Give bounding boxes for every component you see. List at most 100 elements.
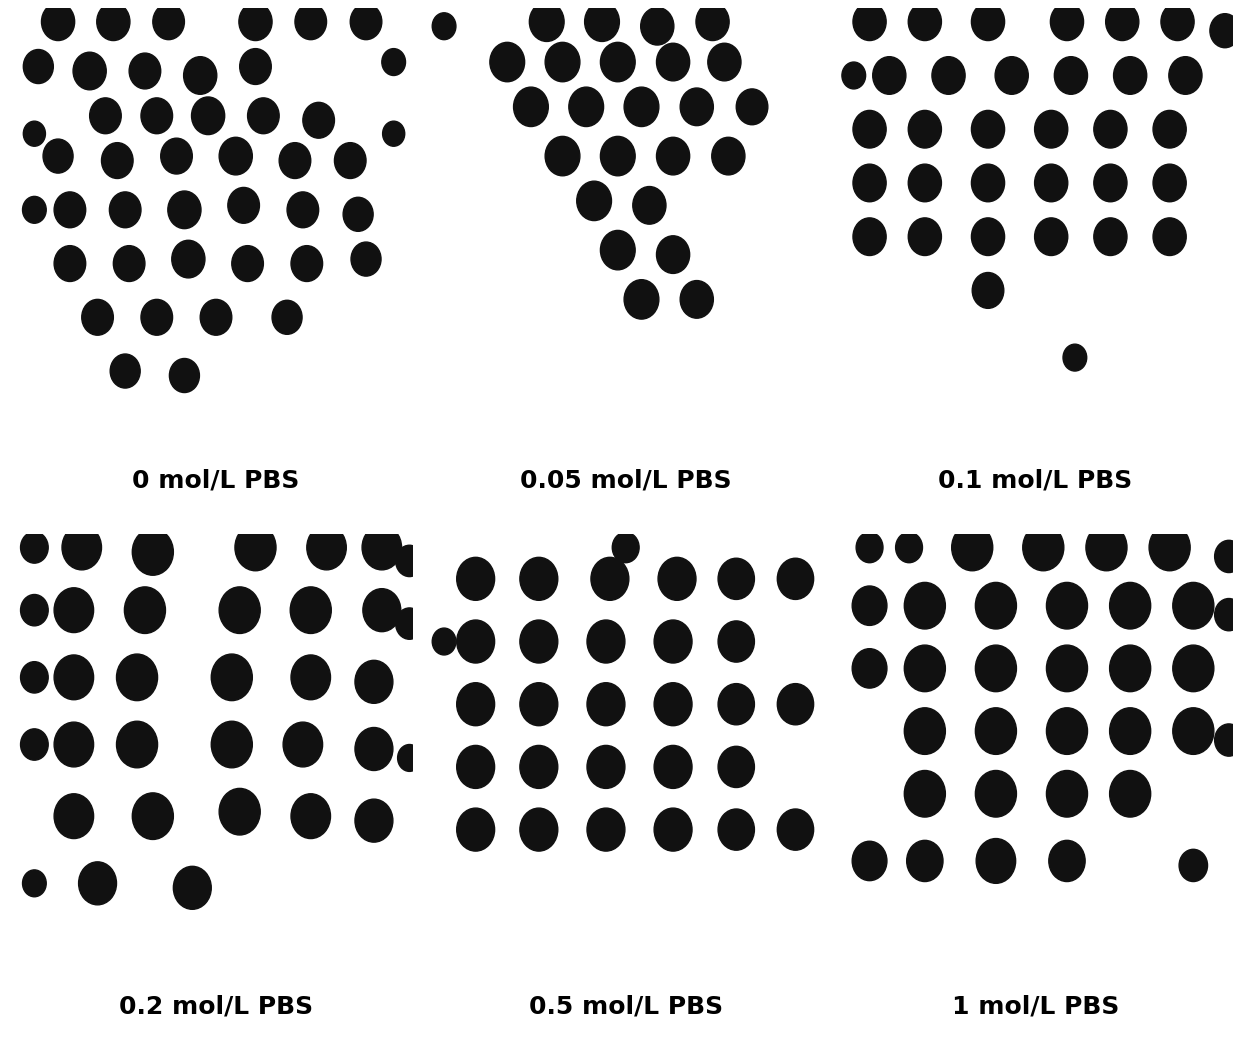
Circle shape <box>719 684 755 725</box>
Circle shape <box>777 558 814 600</box>
Circle shape <box>489 43 524 82</box>
Circle shape <box>432 629 456 655</box>
Circle shape <box>1047 645 1088 692</box>
Circle shape <box>22 870 46 897</box>
Circle shape <box>24 50 53 83</box>
Circle shape <box>273 300 302 335</box>
Circle shape <box>1211 14 1239 48</box>
Circle shape <box>657 137 690 175</box>
Circle shape <box>395 545 424 577</box>
Circle shape <box>82 299 113 336</box>
Circle shape <box>78 861 116 905</box>
Circle shape <box>658 557 696 601</box>
Circle shape <box>971 164 1005 202</box>
Circle shape <box>141 98 172 134</box>
Circle shape <box>1035 218 1068 256</box>
Text: 0.1 mol/L PBS: 0.1 mol/L PBS <box>938 469 1132 492</box>
Circle shape <box>1173 645 1214 692</box>
Circle shape <box>55 655 94 699</box>
Circle shape <box>457 620 494 663</box>
Circle shape <box>290 587 331 634</box>
Circle shape <box>235 525 276 570</box>
Circle shape <box>1105 3 1139 41</box>
Circle shape <box>587 745 624 789</box>
Circle shape <box>719 558 755 600</box>
Circle shape <box>1051 3 1084 41</box>
Circle shape <box>601 231 636 270</box>
Circle shape <box>183 57 217 95</box>
Circle shape <box>904 645 945 692</box>
Circle shape <box>908 164 942 202</box>
Circle shape <box>904 708 945 754</box>
Circle shape <box>975 771 1016 817</box>
Circle shape <box>457 745 494 789</box>
Circle shape <box>432 12 456 39</box>
Text: 0 mol/L PBS: 0 mol/L PBS <box>133 469 300 492</box>
Circle shape <box>124 587 166 634</box>
Circle shape <box>852 3 886 41</box>
Circle shape <box>975 583 1016 629</box>
Circle shape <box>1173 583 1214 629</box>
Circle shape <box>1214 540 1239 572</box>
Circle shape <box>545 136 580 176</box>
Circle shape <box>1110 583 1151 629</box>
Circle shape <box>520 683 558 725</box>
Circle shape <box>1047 583 1088 629</box>
Text: 0.2 mol/L PBS: 0.2 mol/L PBS <box>119 994 313 1018</box>
Circle shape <box>356 661 393 703</box>
Circle shape <box>457 808 494 851</box>
Circle shape <box>736 89 768 125</box>
Circle shape <box>719 809 755 850</box>
Circle shape <box>1173 708 1214 754</box>
Circle shape <box>707 44 741 81</box>
Circle shape <box>141 299 172 336</box>
Circle shape <box>201 299 232 336</box>
Circle shape <box>529 2 564 42</box>
Circle shape <box>852 842 887 881</box>
Circle shape <box>1094 110 1127 148</box>
Circle shape <box>291 655 331 699</box>
Circle shape <box>228 187 259 223</box>
Circle shape <box>116 721 157 768</box>
Circle shape <box>152 4 185 39</box>
Circle shape <box>852 218 886 256</box>
Circle shape <box>55 588 94 633</box>
Circle shape <box>971 218 1005 256</box>
Circle shape <box>852 648 887 688</box>
Circle shape <box>852 586 887 625</box>
Circle shape <box>612 532 639 563</box>
Circle shape <box>1154 110 1186 148</box>
Circle shape <box>351 242 382 276</box>
Circle shape <box>356 727 393 771</box>
Circle shape <box>395 608 424 639</box>
Circle shape <box>1035 164 1068 202</box>
Circle shape <box>383 122 405 146</box>
Circle shape <box>1054 57 1088 95</box>
Circle shape <box>1161 3 1194 41</box>
Circle shape <box>116 655 157 700</box>
Circle shape <box>719 621 755 662</box>
Circle shape <box>569 87 603 127</box>
Circle shape <box>777 809 814 850</box>
Circle shape <box>908 218 942 256</box>
Circle shape <box>971 110 1005 148</box>
Circle shape <box>192 97 224 135</box>
Circle shape <box>356 799 393 843</box>
Circle shape <box>129 53 161 89</box>
Circle shape <box>641 7 674 45</box>
Circle shape <box>777 684 814 725</box>
Circle shape <box>167 191 201 229</box>
Text: 0.05 mol/L PBS: 0.05 mol/L PBS <box>520 469 731 492</box>
Circle shape <box>1180 849 1208 881</box>
Circle shape <box>55 722 94 767</box>
Circle shape <box>239 49 271 84</box>
Circle shape <box>287 192 318 228</box>
Circle shape <box>601 136 636 176</box>
Circle shape <box>843 62 866 89</box>
Circle shape <box>680 281 714 318</box>
Circle shape <box>908 3 942 41</box>
Circle shape <box>719 746 755 788</box>
Circle shape <box>657 236 690 273</box>
Circle shape <box>591 557 629 601</box>
Circle shape <box>904 583 945 629</box>
